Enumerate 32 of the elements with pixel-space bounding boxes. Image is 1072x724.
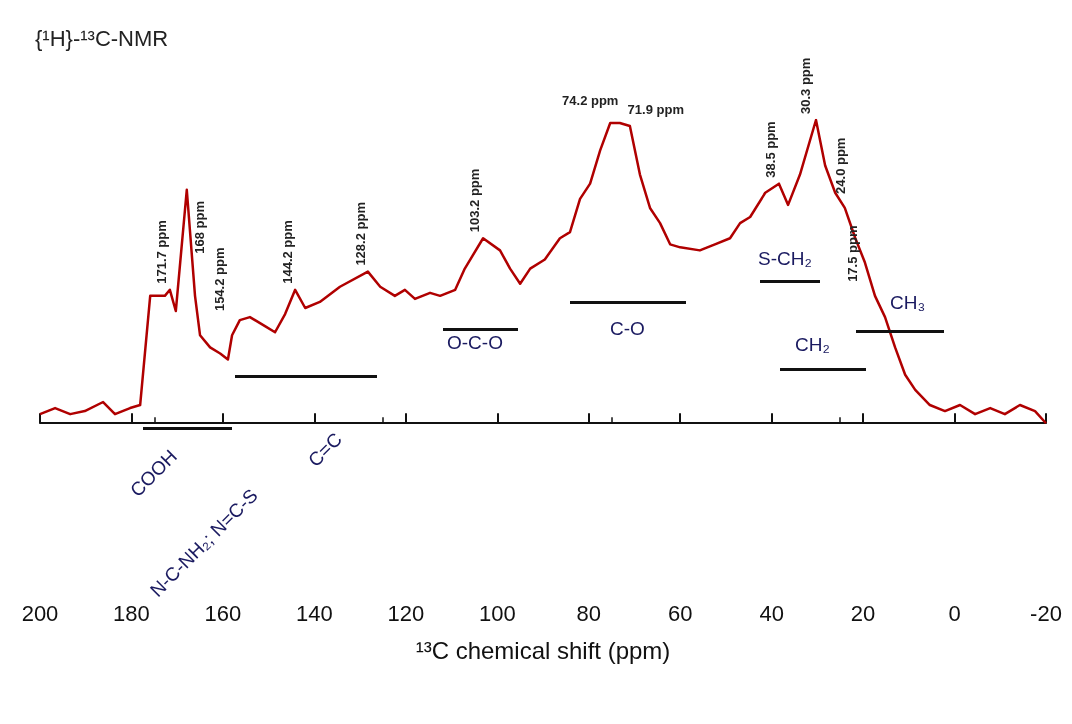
annotation: 74.2 ppm: [562, 93, 619, 109]
text: C=C: [303, 428, 346, 471]
annotation: 154.2 ppm: [211, 247, 227, 312]
x-tick-label: 160: [204, 600, 242, 626]
annotation: CH₃: [890, 292, 926, 313]
annotation: 38.5 ppm: [763, 121, 778, 178]
annotation: CH₂: [795, 334, 830, 355]
chart-title: {¹H}-¹³C-NMR: [35, 25, 169, 51]
annotation: 144.2 ppm: [279, 220, 295, 284]
x-tick-label: 200: [21, 600, 59, 626]
x-tick-label: 80: [576, 600, 601, 626]
annotation: 30.3 ppm: [798, 57, 814, 114]
annotation: 71.9 ppm: [627, 102, 684, 118]
annotation: 171.7 ppm: [153, 220, 169, 284]
annotation: 168 ppm: [191, 200, 207, 254]
x-tick-label: -20: [1030, 600, 1062, 626]
x-tick-label: 60: [667, 600, 693, 626]
x-tick-label: 0: [948, 600, 961, 626]
annotation: C-O: [610, 318, 645, 339]
annotation: 128.2 ppm: [352, 202, 368, 266]
annotation: O-C-O: [447, 332, 503, 353]
x-tick-label: 120: [387, 600, 425, 626]
annotation: 24.0 ppm: [833, 137, 849, 194]
x-tick-label: 180: [113, 600, 150, 626]
annotation: 17.5 ppm: [845, 225, 861, 282]
x-tick-label: 40: [759, 600, 784, 626]
x-tick-label: 140: [296, 600, 333, 626]
annotation: S-CH₂: [758, 248, 812, 269]
annotation: 103.2 ppm: [467, 168, 483, 233]
x-tick-label: 20: [850, 600, 876, 626]
x-axis-title: ¹³C chemical shift (ppm): [415, 636, 671, 664]
x-tick-label: 100: [478, 600, 516, 626]
